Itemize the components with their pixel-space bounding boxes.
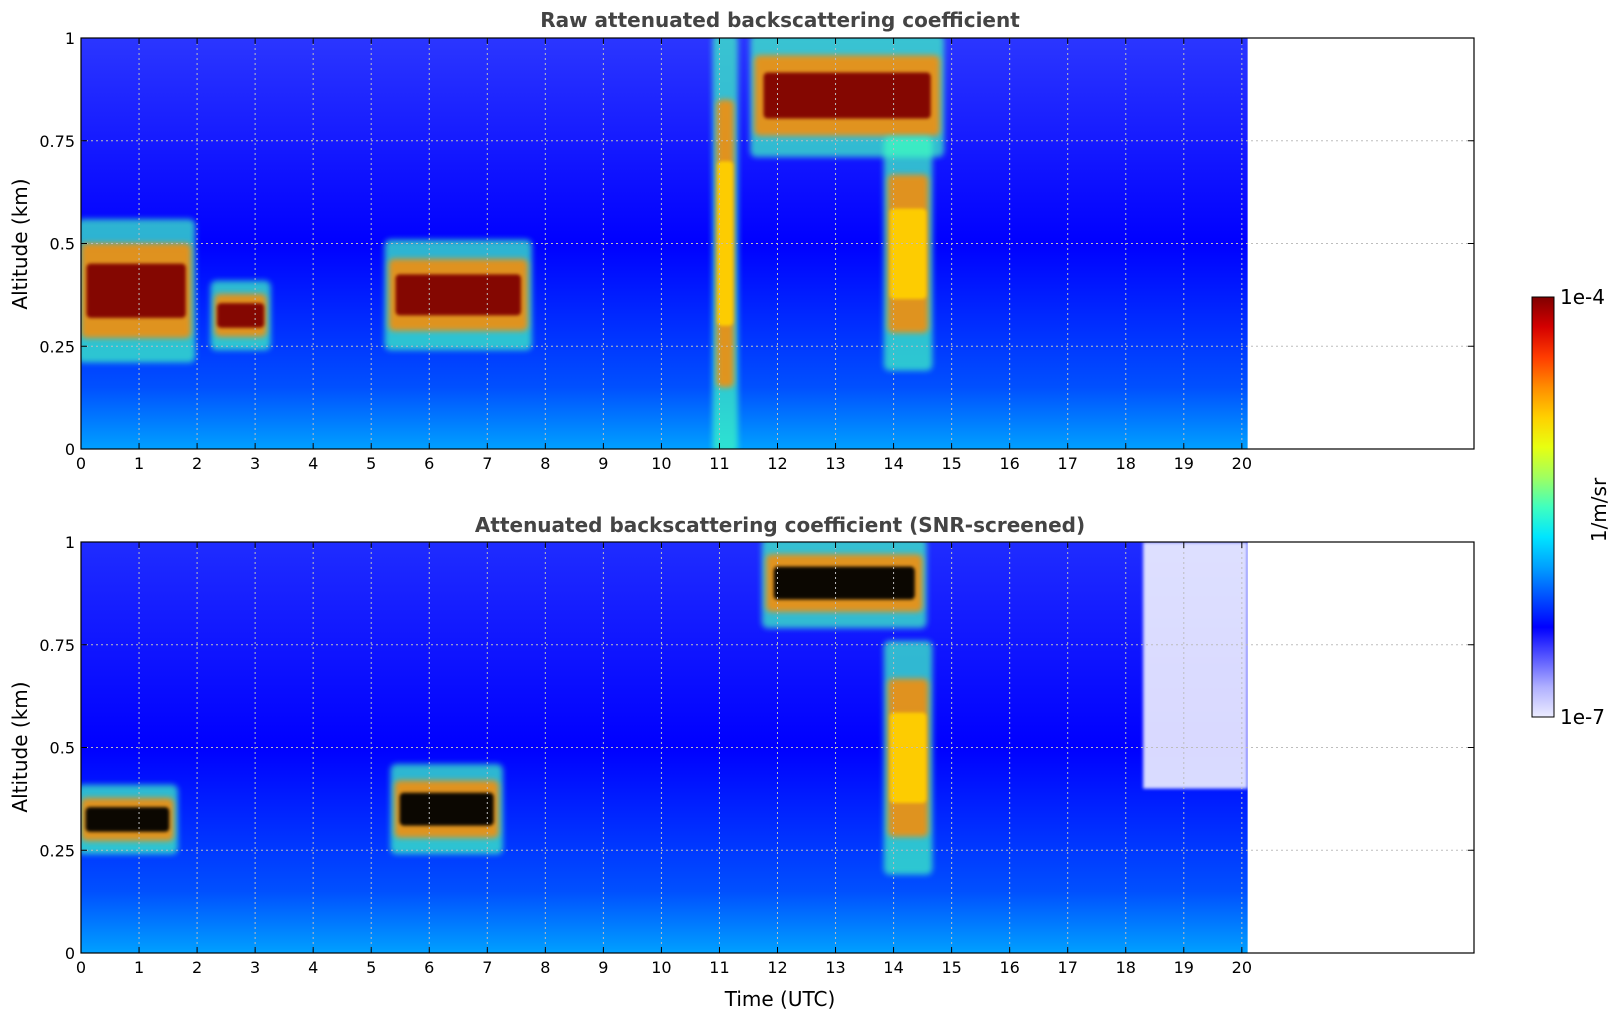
panel-screened-plot: 0 1 2 3 4 5 6 7 8 9 10 11 12 13 14 15 16 17 18 19 2000.250.5… [39, 533, 1475, 977]
x-tick-label: 11 [709, 958, 729, 977]
y-tick-label: 0 [65, 440, 75, 459]
x-tick-label: 18 [1116, 454, 1136, 473]
x-tick-label: 0 [76, 958, 86, 977]
x-tick-label: 5 [366, 958, 376, 977]
x-tick-label: 4 [308, 454, 318, 473]
feature-cloud-band [217, 303, 265, 328]
x-tick-label: 8 [540, 454, 550, 473]
x-tick-label: 16 [999, 454, 1019, 473]
y-tick-label: 0.5 [50, 739, 75, 758]
feature-precipitation-shaft [889, 712, 927, 803]
y-tick-label: 0.75 [39, 132, 75, 151]
x-tick-label: 17 [1058, 454, 1078, 473]
x-tick-label: 3 [250, 958, 260, 977]
feature-boundary-layer [86, 263, 186, 318]
x-tick-label: 19 [1174, 454, 1194, 473]
x-tick-label: 11 [709, 454, 729, 473]
x-tick-label: 5 [366, 454, 376, 473]
colorbar-min-label: 1e-7 [1560, 705, 1605, 729]
panel-screened-ylabel: Altitude (km) [8, 681, 32, 812]
x-tick-label: 2 [192, 454, 202, 473]
feature-screened-region [1143, 542, 1248, 789]
feature-elevated-cloud [763, 72, 931, 119]
y-tick-label: 0.75 [39, 636, 75, 655]
x-tick-label: 8 [540, 958, 550, 977]
feature-saturated-cloud [773, 566, 915, 600]
colorbar-label: 1/m/sr [1587, 477, 1611, 542]
x-tick-label: 1 [134, 958, 144, 977]
panel-raw-plot: 0 1 2 3 4 5 6 7 8 9 10 11 12 13 14 15 16 17 18 19 2000.250.5… [39, 29, 1475, 473]
x-tick-label: 15 [941, 454, 961, 473]
feature-vertical-streak [717, 161, 734, 326]
x-tick-label: 2 [192, 958, 202, 977]
heatmap-background [81, 38, 1248, 449]
colorbar-max-label: 1e-4 [1560, 285, 1605, 309]
x-tick-label: 10 [651, 454, 671, 473]
feature-cloud-band [395, 274, 521, 316]
grid [80, 541, 1474, 954]
panel-screened-title: Attenuated backscattering coefficient (S… [475, 513, 1085, 537]
feature-saturated-cloud [85, 807, 170, 832]
y-tick-label: 1 [65, 29, 75, 48]
y-tick-label: 0.25 [39, 841, 75, 860]
panel-screened: Attenuated backscattering coefficient (S… [8, 513, 1475, 1011]
x-tick-label: 9 [598, 958, 608, 977]
x-tick-label: 13 [825, 454, 845, 473]
colorbar: 1e-4 1e-7 1/m/sr [1531, 285, 1611, 729]
x-tick-label: 14 [883, 454, 903, 473]
panel-raw-ylabel: Altitude (km) [8, 178, 32, 309]
colorbar-bar [1531, 296, 1555, 718]
x-tick-label: 13 [825, 958, 845, 977]
x-tick-label: 3 [250, 454, 260, 473]
x-tick-label: 19 [1174, 958, 1194, 977]
x-tick-label: 7 [482, 454, 492, 473]
x-tick-label: 0 [76, 454, 86, 473]
x-tick-label: 12 [767, 454, 787, 473]
panel-raw-title: Raw attenuated backscattering coefficien… [540, 8, 1020, 32]
heatmap-field [81, 38, 1248, 449]
y-tick-label: 0 [65, 944, 75, 963]
y-tick-label: 0.5 [50, 235, 75, 254]
heatmap-background [81, 542, 1248, 953]
x-tick-label: 20 [1232, 454, 1252, 473]
feature-precipitation-shaft [889, 208, 927, 299]
x-tick-label: 1 [134, 454, 144, 473]
y-tick-label: 0.25 [39, 337, 75, 356]
x-tick-label: 4 [308, 958, 318, 977]
x-tick-label: 10 [651, 958, 671, 977]
x-tick-label: 12 [767, 958, 787, 977]
x-tick-label: 20 [1232, 958, 1252, 977]
x-tick-label: 7 [482, 958, 492, 977]
y-tick-label: 1 [65, 533, 75, 552]
x-tick-label: 14 [883, 958, 903, 977]
panel-raw: Raw attenuated backscattering coefficien… [8, 8, 1475, 473]
feature-saturated-cloud [399, 792, 494, 826]
x-tick-label: 15 [941, 958, 961, 977]
panel-screened-xlabel: Time (UTC) [724, 987, 836, 1011]
x-tick-label: 9 [598, 454, 608, 473]
x-tick-label: 16 [999, 958, 1019, 977]
x-tick-label: 18 [1116, 958, 1136, 977]
heatmap-field [81, 542, 1248, 953]
x-tick-label: 17 [1058, 958, 1078, 977]
x-tick-label: 6 [424, 454, 434, 473]
x-tick-label: 6 [424, 958, 434, 977]
